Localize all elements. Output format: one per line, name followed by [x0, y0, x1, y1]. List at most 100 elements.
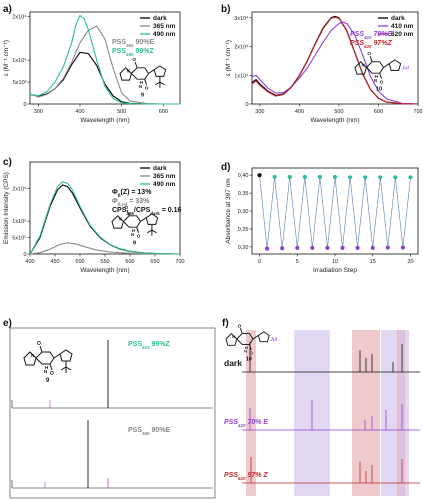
data-point	[257, 173, 262, 178]
x-tick-label: 400	[295, 109, 304, 115]
x-tick-label: 400	[75, 109, 84, 115]
chart-panel-b: b) 300 400 500 600 700 0 1x10⁴ 2x10⁴ 3x10⁴ Wavelen…	[221, 4, 423, 124]
panel-label: b)	[221, 4, 230, 15]
x-tick-label: 600	[125, 259, 134, 265]
pss-label-b: PSS410 70%E	[350, 31, 392, 40]
compound-number: 10	[376, 86, 382, 92]
nmr-trace-label: PSS620 97% Z	[224, 472, 268, 481]
annotation-text: Φfl,rel = 33%	[112, 198, 150, 207]
x-tick-label: 650	[150, 259, 159, 265]
compound-number: 9	[141, 92, 144, 98]
x-tick-label: 450	[50, 259, 59, 265]
x-tick-label: 700	[175, 259, 184, 265]
data-point	[302, 174, 307, 180]
series-line-365-nm	[29, 242, 181, 255]
legend-entry: 490 nm	[153, 181, 176, 188]
panel-label: c)	[3, 157, 12, 168]
legend-entry: 365 nm	[153, 23, 176, 30]
cycle-line	[259, 175, 411, 249]
x-tick-label: 550	[100, 259, 109, 265]
y-tick-label: 0,20	[238, 245, 249, 251]
x-tick-label: 0	[258, 259, 261, 265]
y-tick-label: 5x10⁵	[12, 235, 26, 242]
chart-panel-a: a) 300 400 500 600 0 5x10³ 1x10⁴ 2x10⁴ Wavelength…	[3, 4, 181, 124]
x-tick-label: 10	[332, 259, 338, 265]
x-tick-label: 400	[25, 259, 34, 265]
y-tick-label: 1x10⁴	[234, 72, 249, 79]
molecule-10-b: Jul 10	[354, 50, 410, 92]
legend-entry: dark	[153, 165, 167, 172]
series-line-620-nm	[251, 16, 419, 105]
panel-e: e) PSS523 99%Z PSS365 90%E	[3, 318, 216, 499]
data-point	[325, 245, 330, 251]
panel-f: f) dark PSS410 70% E PSS620 97% Z	[222, 318, 420, 496]
data-point	[363, 175, 368, 180]
chart-panel-d: d) 0 5 10 15 20 0,20 0,25 0,30 0,35 0,40 Irradiatio…	[221, 162, 419, 274]
series-line-410-nm	[251, 21, 419, 105]
y-tick-label: 0,25	[238, 227, 249, 233]
data-point	[378, 175, 383, 180]
molecule-10-f: Jul 10	[225, 322, 278, 363]
x-axis-label: Wavelength (nm)	[80, 117, 129, 124]
shaded-region	[399, 330, 403, 496]
series-line-365-nm	[29, 25, 180, 105]
data-point	[340, 245, 345, 251]
molecule-9-c: 9	[111, 204, 159, 246]
pss-label-b: PSS620 97%Z	[350, 40, 392, 49]
spectrum-frame	[9, 327, 216, 499]
x-tick-label: 300	[255, 109, 264, 115]
pss-label-a: PSS490 99%Z	[112, 48, 154, 57]
y-tick-label: 1x10⁶	[12, 218, 26, 225]
data-point	[393, 175, 398, 180]
data-point	[264, 246, 270, 251]
nmr-trace-label: PSS410 70% E	[224, 419, 268, 428]
legend-entry: 365 nm	[153, 173, 176, 180]
data-point	[287, 174, 292, 180]
data-point	[295, 245, 300, 251]
annotation-text: CPS365/CPSdark = 0.16	[112, 207, 181, 216]
legend-entry: 620 nm	[391, 31, 414, 38]
y-axis-label: ε (M⁻¹ cm⁻¹)	[3, 40, 10, 76]
x-tick-label: 600	[374, 109, 383, 115]
x-tick-label: 500	[334, 109, 343, 115]
pss-label-a: PSS365 90%E	[112, 39, 154, 48]
y-axis-label: ε (M⁻¹ cm⁻¹)	[225, 40, 232, 76]
y-axis-label: Emission Intensity (CPS)	[3, 172, 10, 244]
cycle-line-overlay	[259, 175, 411, 249]
x-tick-label: 600	[159, 109, 168, 115]
x-axis-label: Irradiation Step	[313, 267, 357, 274]
molecule-9-e: 9	[23, 340, 73, 384]
compound-number: 9	[46, 378, 50, 384]
data-point	[400, 245, 406, 250]
x-axis-label: Wavelength (nm)	[80, 267, 129, 274]
molecule-9-a: 9	[119, 56, 167, 98]
pss-label-e-lower: PSS365 90%E	[128, 427, 170, 436]
data-point	[347, 175, 353, 180]
data-point	[332, 174, 338, 180]
x-tick-label: 15	[370, 259, 376, 265]
data-point	[355, 245, 360, 251]
data-point	[317, 174, 323, 180]
annotation-text: Φfl(Z) = 13%	[112, 189, 152, 198]
legend-entry: 490 nm	[153, 31, 176, 38]
y-tick-label: 3x10⁴	[234, 15, 249, 22]
x-axis-label: Wavelength (nm)	[310, 117, 359, 124]
x-tick-label: 500	[117, 109, 126, 115]
y-axis-label: Absorbance at 397 nm	[225, 178, 232, 243]
y-tick-label: 0,40	[238, 173, 249, 179]
jul-label: Jul	[269, 337, 278, 343]
panel-label: e)	[3, 318, 12, 329]
plot-frame	[251, 167, 419, 255]
series-line-490-nm	[29, 181, 181, 255]
y-tick-label: 0	[245, 102, 248, 108]
x-tick-label: 5	[296, 259, 299, 265]
jul-label: Jul	[401, 65, 410, 71]
y-tick-label: 2x10⁶	[12, 185, 26, 192]
y-tick-label: 5x10³	[13, 80, 27, 86]
y-tick-label: 2x10⁴	[12, 13, 27, 20]
x-tick-label: 20	[407, 259, 413, 265]
y-tick-label: 2x10⁴	[234, 44, 249, 51]
data-point	[272, 174, 277, 180]
panel-label: a)	[3, 4, 12, 15]
